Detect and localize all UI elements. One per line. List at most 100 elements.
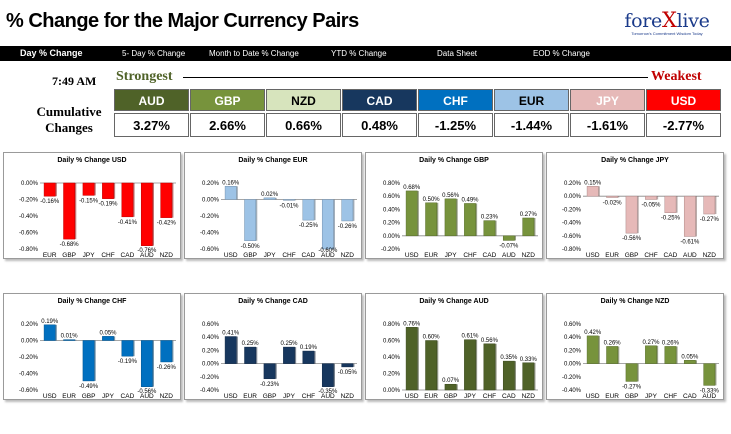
category-label: NZD [703,252,717,259]
category-label: CHF [282,252,295,259]
y-tick-label: -0.40% [200,231,220,237]
y-tick-label: 0.40% [383,355,401,361]
category-label: GBP [62,252,76,259]
strength-divider [183,77,648,78]
bar [160,182,173,218]
y-tick-label: 0.00% [564,194,582,200]
y-tick-label: -0.60% [19,388,39,394]
y-tick-label: -0.60% [562,234,582,240]
bar [444,383,457,391]
data-label: 0.05% [681,354,699,360]
bar [425,340,438,391]
category-label: JPY [283,393,296,400]
pair-value: 0.66% [266,113,341,137]
category-label: GBP [625,393,639,400]
category-label: EUR [605,252,619,259]
bar [63,182,76,240]
chart-title: Daily % Change NZD [600,298,670,305]
y-tick-label: 0.00% [21,181,39,187]
category-label: NZD [341,252,355,259]
data-label: 0.60% [423,335,441,341]
y-tick-label: -0.20% [562,207,582,213]
data-label: 0.49% [461,197,479,203]
pair-code: AUD [114,89,189,111]
chart-nzd: Daily % Change NZD 0.60% 0.40% 0.20% 0.00% -0… [546,293,724,400]
y-tick-label: 0.60% [383,339,401,345]
tab-month-to-date-change[interactable]: Month to Date % Change [209,49,299,58]
chart-title: Daily % Change CAD [238,298,308,305]
bar [43,182,56,197]
tab-day-change[interactable]: Day % Change [20,48,83,58]
bar [283,346,295,364]
bar [703,195,716,215]
y-tick-label: 0.60% [383,194,401,200]
category-label: AUD [140,393,154,400]
y-tick-label: 0.20% [564,348,582,354]
category-label: JPY [445,252,458,259]
pair-card: USD -2.77% [646,89,721,137]
category-label: USD [586,393,600,400]
data-label: -0.42% [157,221,177,227]
chart-cad-plot: 0.60% 0.40% 0.20% 0.00% -0.20% -0.40% 0.41% USD… [200,322,357,400]
data-label: 0.27% [642,340,660,346]
category-label: NZD [522,252,536,259]
y-tick-label: -0.20% [200,375,220,381]
data-label: -0.02% [603,201,623,207]
data-label: 0.61% [461,334,479,340]
category-label: EUR [62,393,76,400]
data-label: 0.23% [481,215,499,221]
category-label: EUR [605,393,619,400]
category-label: GBP [243,252,257,259]
y-tick-label: -0.20% [19,355,39,361]
tab-ytd-change[interactable]: YTD % Change [331,49,387,58]
tab-eod-change[interactable]: EOD % Change [533,49,590,58]
y-tick-label: -0.20% [562,375,582,381]
bar [244,199,257,241]
category-label: CHF [101,252,114,259]
pair-card: CHF -1.25% [418,89,493,137]
data-label: -0.33% [700,388,720,394]
logo-wordmark: foreXlive [624,8,710,32]
category-label: CHF [483,393,496,400]
chart-nzd-plot: 0.60% 0.40% 0.20% 0.00% -0.20% -0.40% 0.42% USD… [562,322,720,400]
data-label: 0.42% [584,330,602,336]
bar [606,346,619,364]
data-label: 0.33% [520,357,538,363]
bar [244,346,257,364]
category-label: NZD [160,393,174,400]
pair-value: -1.44% [494,113,569,137]
data-label: -0.41% [118,220,138,226]
bar [625,363,638,382]
nav-bar: Day % Change 5- Day % Change Month to Da… [0,46,731,61]
bar [121,182,134,218]
tab-5day-change[interactable]: 5- Day % Change [122,49,186,58]
bar [405,190,418,237]
pair-card: EUR -1.44% [494,89,569,137]
data-label: 0.50% [423,197,441,203]
pair-value: -1.25% [418,113,493,137]
y-tick-label: 0.60% [564,322,582,328]
pair-value: 3.27% [114,113,189,137]
category-label: JPY [645,393,658,400]
category-label: CAD [502,393,516,400]
bar [341,199,354,222]
bar [102,336,114,341]
data-label: -0.27% [622,384,642,390]
y-tick-label: -0.80% [19,247,39,253]
chart-title: Daily % Change GBP [419,157,489,164]
category-label: CAD [683,393,697,400]
y-tick-label: 0.40% [202,335,220,341]
logo-tagline: Tomorrow's Commitment Wisdom Today [631,31,703,36]
data-label: -0.19% [118,359,138,365]
category-label: GBP [625,252,639,259]
tab-data-sheet[interactable]: Data Sheet [437,49,478,58]
data-label: 0.07% [442,378,460,384]
chart-cad: Daily % Change CAD 0.60% 0.40% 0.20% 0.00% -0… [184,293,362,400]
forexlive-logo[interactable]: foreXlive Tomorrow's Commitment Wisdom T… [617,8,717,42]
chart-eur-plot: 0.20% 0.00% -0.20% -0.40% -0.60% 0.16% USD-0.5… [200,180,357,259]
timestamp: 7:49 AM [52,74,97,88]
y-tick-label: -0.60% [19,231,39,237]
bar [302,199,315,221]
category-label: JPY [264,252,277,259]
data-label: -0.25% [661,216,681,222]
